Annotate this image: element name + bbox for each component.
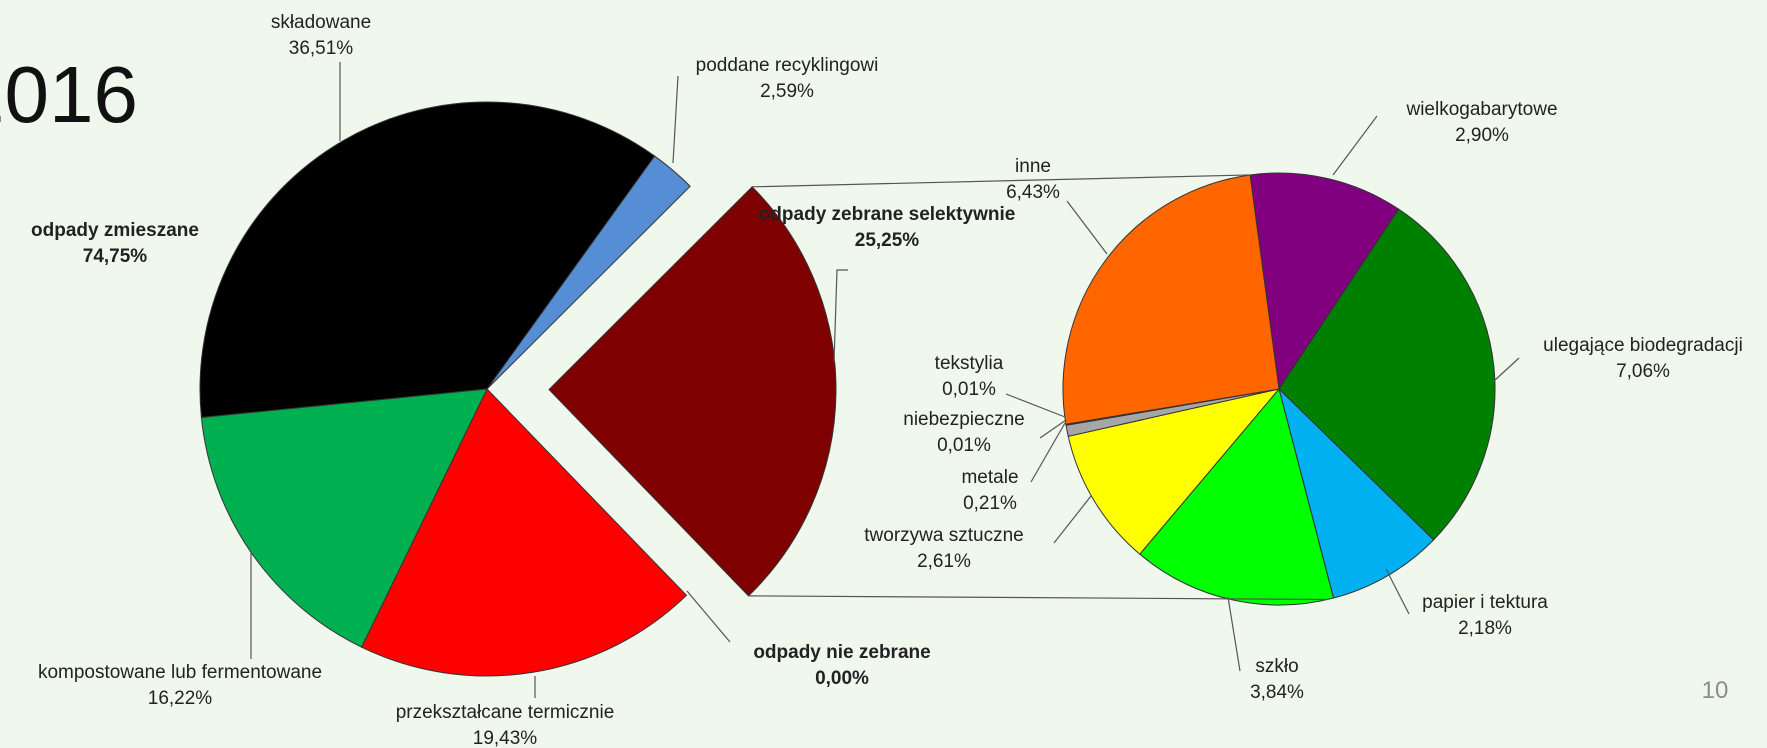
slice-label: niebezpieczne — [903, 409, 1024, 430]
connector-line — [748, 595, 1328, 601]
slice-label: inne — [1015, 156, 1051, 177]
pie-slice — [486, 155, 691, 390]
slice-label: tekstylia — [935, 353, 1004, 374]
slice-label: odpady zebrane selektywnie — [759, 204, 1016, 225]
pie-slice — [360, 388, 688, 677]
group-label: odpady zmieszane — [31, 220, 199, 241]
slice-label: poddane recyklingowi — [696, 55, 879, 76]
slice-value-label: 0,00% — [815, 668, 869, 689]
slice-value-label: 0,21% — [963, 493, 1017, 514]
slice-label: papier i tektura — [1422, 592, 1548, 613]
leader-line — [1053, 495, 1092, 544]
pie-slice — [1249, 172, 1400, 391]
leader-line — [1385, 568, 1410, 615]
slice-label: wielkogabarytowe — [1405, 99, 1557, 120]
slice-value-label: 2,18% — [1458, 618, 1512, 639]
slice-value-label: 25,25% — [855, 230, 920, 251]
leader-line — [1005, 393, 1066, 418]
slice-value-label: 16,22% — [148, 688, 213, 709]
pie-slice — [1139, 387, 1335, 606]
connector-line — [752, 174, 1251, 188]
leader-line — [686, 590, 731, 643]
slice-value-label: 2,90% — [1455, 125, 1509, 146]
slice-value-label: 3,84% — [1250, 682, 1304, 703]
leader-line — [1030, 422, 1066, 483]
slice-value-label: 6,43% — [1006, 182, 1060, 203]
slice-label: odpady nie zebrane — [753, 642, 930, 663]
slice-value-label: 19,43% — [473, 728, 538, 748]
slice-label: kompostowane lub fermentowane — [38, 662, 322, 683]
slice-value-label: 7,06% — [1616, 361, 1670, 382]
leader-line — [1332, 115, 1378, 176]
slice-label: składowane — [271, 12, 371, 33]
pie-slice — [199, 101, 656, 419]
leader-line — [1066, 200, 1108, 255]
slice-value-label: 36,51% — [289, 38, 354, 59]
slice-value-label: 0,01% — [937, 435, 991, 456]
slice-label: metale — [961, 467, 1018, 488]
leader-line — [1227, 596, 1241, 672]
leader-line — [1039, 419, 1067, 439]
leader-line — [1493, 357, 1520, 382]
pie-slice — [1067, 388, 1281, 555]
leader-line — [672, 75, 679, 164]
pie-slice — [1278, 387, 1435, 599]
slice-value-label: 2,61% — [917, 551, 971, 572]
pie-slice — [548, 186, 837, 597]
slice-label: przekształcane termicznie — [396, 702, 615, 723]
pie-slice — [200, 388, 488, 648]
slice-label: ulegające biodegradacji — [1543, 335, 1743, 356]
page-number: 10 — [1702, 677, 1729, 704]
leader-line — [833, 269, 848, 363]
pie-slice — [1062, 174, 1280, 425]
slice-value-label: 2,59% — [760, 81, 814, 102]
slide-title: 2016 — [0, 50, 138, 139]
pie-slice — [1278, 208, 1496, 541]
slice-label: szkło — [1255, 656, 1298, 677]
slice-value-label: 0,01% — [942, 379, 996, 400]
slice-label: tworzywa sztuczne — [864, 525, 1023, 546]
group-value-label: 74,75% — [83, 246, 148, 267]
